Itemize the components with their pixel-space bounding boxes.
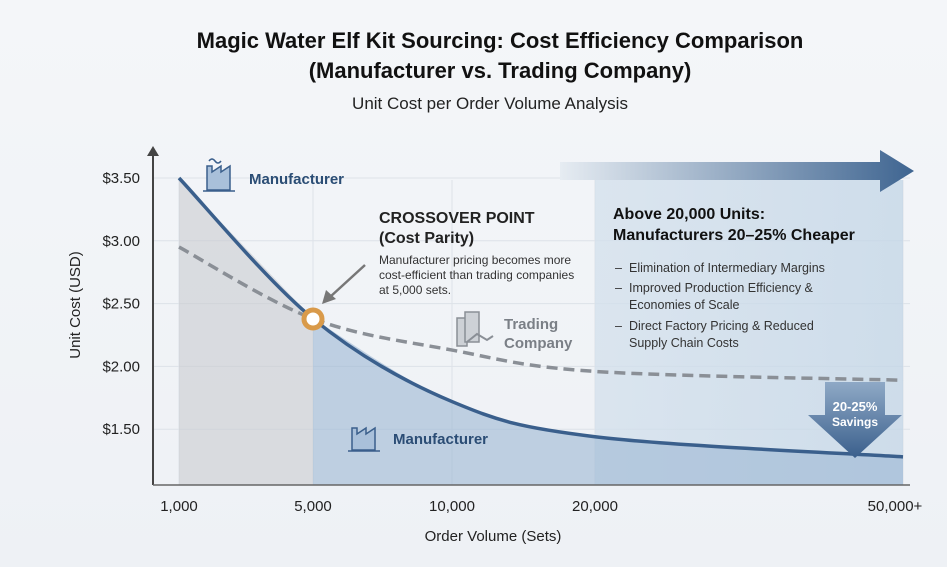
- trend-arrow: [560, 150, 914, 192]
- series-manufacturer-line: [177, 176, 904, 459]
- savings-arrow: 20-25% Savings: [808, 382, 902, 458]
- factory-icon-bottom: [348, 426, 380, 452]
- manufacturer-label-bottom: Manufacturer: [393, 431, 488, 448]
- svg-text:–: –: [615, 319, 622, 333]
- bullet-3-cont: Supply Chain Costs: [629, 336, 739, 350]
- title-line-2: (Manufacturer vs. Trading Company): [308, 58, 692, 83]
- y-axis-label: Unit Cost (USD): [67, 251, 84, 359]
- trading-label-2: Company: [504, 335, 573, 352]
- bullet-3: Direct Factory Pricing & Reduced: [629, 319, 814, 333]
- chart-title: Magic Water Elf Kit Sourcing: Cost Effic…: [0, 26, 947, 86]
- svg-text:–: –: [615, 281, 622, 295]
- highlight-title-2: Manufacturers 20–25% Cheaper: [613, 227, 855, 244]
- chart-subtitle: Unit Cost per Order Volume Analysis: [352, 94, 628, 113]
- y-tick-label: $1.50: [102, 421, 140, 438]
- bullet-1: Elimination of Intermediary Margins: [629, 261, 825, 275]
- trading-label-1: Trading: [504, 316, 558, 333]
- x-tick-label: 5,000: [294, 498, 332, 515]
- x-axis-label: Order Volume (Sets): [425, 528, 562, 545]
- area-pre-crossover: [179, 178, 313, 485]
- crossover-subtitle: (Cost Parity): [379, 230, 474, 247]
- bullet-2: Improved Production Efficiency &: [629, 281, 814, 295]
- title-line-1: Magic Water Elf Kit Sourcing: Cost Effic…: [196, 28, 804, 53]
- manufacturer-label-top: Manufacturer: [249, 171, 344, 188]
- factory-icon: [203, 158, 235, 192]
- y-tick-label: $3.50: [102, 170, 140, 187]
- y-tick-label: $2.50: [102, 296, 140, 313]
- highlight-title-1: Above 20,000 Units:: [613, 206, 765, 223]
- y-tick-label: $3.00: [102, 233, 140, 250]
- crossover-marker: [301, 307, 325, 331]
- trading-building-icon: [456, 311, 494, 347]
- crossover-text-3: at 5,000 sets.: [379, 283, 451, 297]
- x-tick-label: 20,000: [572, 498, 618, 515]
- crossover-text-1: Manufacturer pricing becomes more: [379, 253, 571, 267]
- savings-label-percent: 20-25%: [833, 399, 878, 414]
- y-axis-arrow: [147, 146, 159, 156]
- crossover-text-2: cost-efficient than trading companies: [379, 268, 574, 282]
- svg-text:–: –: [615, 261, 622, 275]
- x-tick-label: 50,000+: [868, 498, 923, 515]
- y-tick-label: $2.00: [102, 358, 140, 375]
- crossover-pointer-arrow: [329, 264, 366, 298]
- bullet-2-cont: Economies of Scale: [629, 298, 740, 312]
- crossover-title: CROSSOVER POINT: [379, 210, 535, 227]
- area-post-crossover: [313, 318, 903, 485]
- series-trading-company-line: [178, 245, 904, 382]
- savings-label: Savings: [832, 415, 878, 429]
- x-tick-label: 1,000: [160, 498, 198, 515]
- x-tick-label: 10,000: [429, 498, 475, 515]
